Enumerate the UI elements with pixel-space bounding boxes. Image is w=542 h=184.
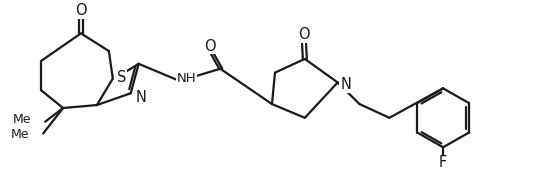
Text: Me: Me [11,128,29,141]
Text: NH: NH [177,72,196,85]
Text: Me: Me [12,113,31,126]
Text: O: O [75,3,87,18]
Text: O: O [298,27,309,42]
Text: S: S [117,70,126,85]
Text: N: N [340,77,351,92]
Text: O: O [204,39,216,54]
Text: F: F [439,155,447,170]
Text: N: N [136,90,146,105]
